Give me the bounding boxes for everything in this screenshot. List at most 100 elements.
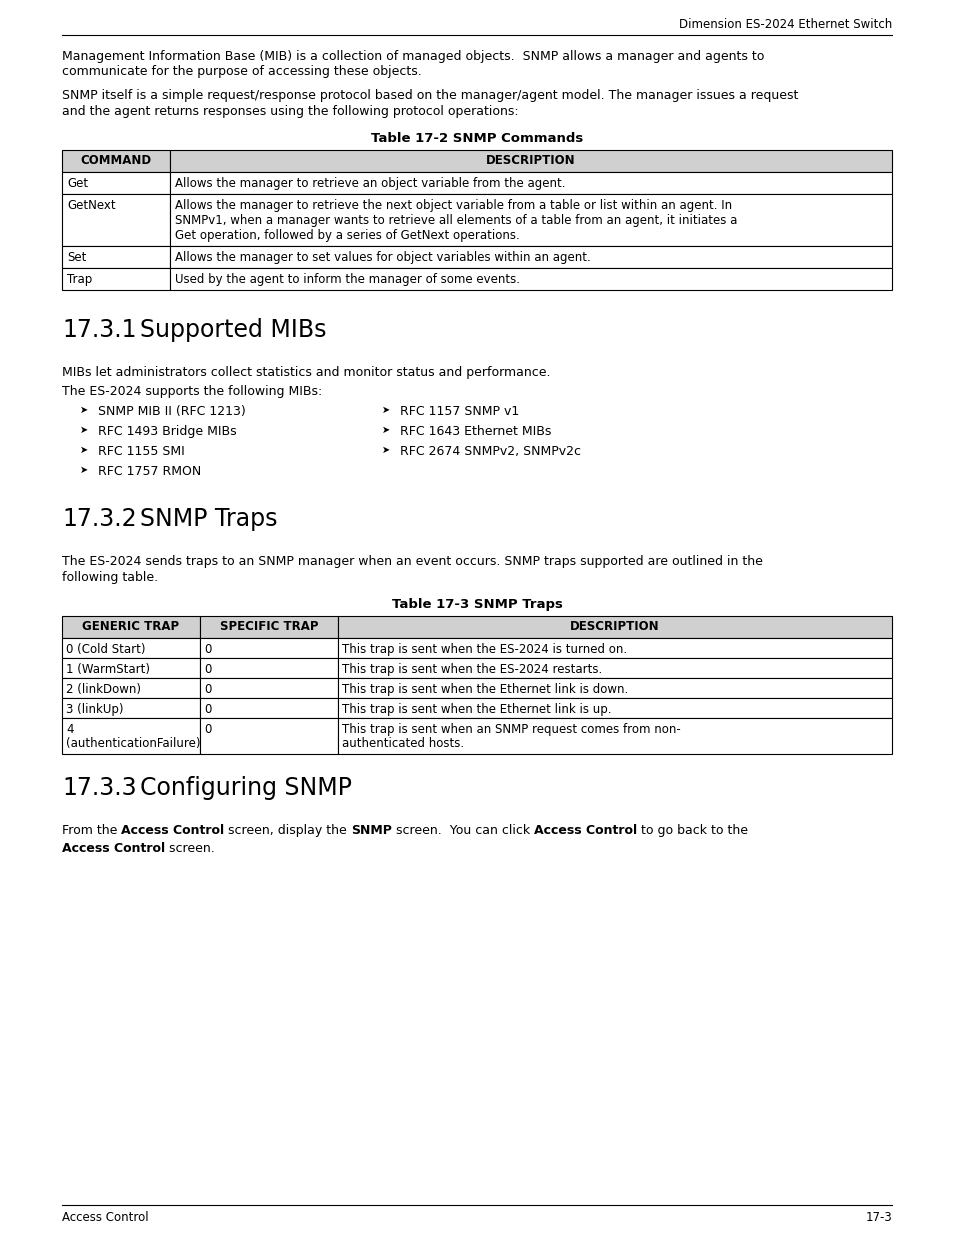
Bar — [62, 616, 200, 638]
Text: SPECIFIC TRAP: SPECIFIC TRAP — [219, 620, 318, 634]
Text: RFC 1157 SNMP v1: RFC 1157 SNMP v1 — [399, 405, 518, 417]
Text: Dimension ES-2024 Ethernet Switch: Dimension ES-2024 Ethernet Switch — [678, 19, 891, 31]
Text: 0 (Cold Start): 0 (Cold Start) — [66, 643, 146, 656]
Text: Access Control: Access Control — [62, 841, 165, 855]
Text: to go back to the: to go back to the — [637, 824, 747, 837]
Bar — [170, 246, 891, 268]
Bar — [200, 616, 337, 638]
Text: 0: 0 — [204, 683, 212, 697]
Bar — [337, 678, 891, 698]
Text: From the: From the — [62, 824, 121, 837]
Text: The ES-2024 supports the following MIBs:: The ES-2024 supports the following MIBs: — [62, 385, 322, 399]
Text: RFC 1155 SMI: RFC 1155 SMI — [98, 445, 185, 458]
Text: This trap is sent when the ES-2024 restarts.: This trap is sent when the ES-2024 resta… — [341, 663, 601, 676]
Text: ➤: ➤ — [381, 445, 390, 454]
Bar — [170, 172, 891, 194]
Text: Supported MIBs: Supported MIBs — [140, 317, 326, 342]
Text: SNMPv1, when a manager wants to retrieve all elements of a table from an agent, : SNMPv1, when a manager wants to retrieve… — [174, 214, 737, 227]
Bar — [337, 616, 891, 638]
Text: 1 (WarmStart): 1 (WarmStart) — [66, 663, 150, 676]
Text: Table 17-3 SNMP Traps: Table 17-3 SNMP Traps — [391, 598, 562, 611]
Text: ➤: ➤ — [381, 405, 390, 415]
Bar — [62, 246, 170, 268]
Bar — [200, 658, 337, 678]
Text: This trap is sent when an SNMP request comes from non-: This trap is sent when an SNMP request c… — [341, 722, 680, 736]
Text: 0: 0 — [204, 643, 212, 656]
Bar — [170, 149, 891, 172]
Bar — [170, 268, 891, 290]
Text: This trap is sent when the ES-2024 is turned on.: This trap is sent when the ES-2024 is tu… — [341, 643, 626, 656]
Bar — [337, 638, 891, 658]
Text: Set: Set — [67, 251, 87, 264]
Text: communicate for the purpose of accessing these objects.: communicate for the purpose of accessing… — [62, 65, 421, 79]
Bar — [62, 718, 200, 755]
Text: 17.3.1: 17.3.1 — [62, 317, 136, 342]
Text: 0: 0 — [204, 703, 212, 716]
Text: Table 17-2 SNMP Commands: Table 17-2 SNMP Commands — [371, 132, 582, 144]
Text: RFC 1493 Bridge MIBs: RFC 1493 Bridge MIBs — [98, 425, 236, 438]
Bar — [62, 678, 200, 698]
Text: SNMP MIB II (RFC 1213): SNMP MIB II (RFC 1213) — [98, 405, 246, 417]
Bar — [200, 678, 337, 698]
Text: DESCRIPTION: DESCRIPTION — [570, 620, 659, 634]
Text: Access Control: Access Control — [121, 824, 224, 837]
Text: Configuring SNMP: Configuring SNMP — [140, 776, 352, 800]
Text: ➤: ➤ — [80, 425, 88, 435]
Text: GetNext: GetNext — [67, 199, 115, 212]
Text: DESCRIPTION: DESCRIPTION — [486, 154, 576, 168]
Bar — [200, 698, 337, 718]
Text: This trap is sent when the Ethernet link is up.: This trap is sent when the Ethernet link… — [341, 703, 611, 716]
Bar — [62, 698, 200, 718]
Bar — [62, 658, 200, 678]
Bar — [337, 718, 891, 755]
Text: and the agent returns responses using the following protocol operations:: and the agent returns responses using th… — [62, 105, 518, 117]
Text: Get operation, followed by a series of GetNext operations.: Get operation, followed by a series of G… — [174, 228, 519, 242]
Text: ➤: ➤ — [80, 405, 88, 415]
Bar — [62, 638, 200, 658]
Text: SNMP: SNMP — [351, 824, 392, 837]
Text: 17-3: 17-3 — [864, 1212, 891, 1224]
Text: RFC 1643 Ethernet MIBs: RFC 1643 Ethernet MIBs — [399, 425, 551, 438]
Text: ➤: ➤ — [80, 445, 88, 454]
Text: 0: 0 — [204, 722, 212, 736]
Text: MIBs let administrators collect statistics and monitor status and performance.: MIBs let administrators collect statisti… — [62, 366, 550, 379]
Bar — [62, 149, 170, 172]
Text: 17.3.3: 17.3.3 — [62, 776, 136, 800]
Text: RFC 1757 RMON: RFC 1757 RMON — [98, 466, 201, 478]
Text: Allows the manager to retrieve an object variable from the agent.: Allows the manager to retrieve an object… — [174, 177, 565, 190]
Text: 0: 0 — [204, 663, 212, 676]
Text: Access Control: Access Control — [62, 1212, 149, 1224]
Bar — [337, 698, 891, 718]
Text: 2 (linkDown): 2 (linkDown) — [66, 683, 141, 697]
Text: 17.3.2: 17.3.2 — [62, 508, 136, 531]
Bar — [62, 268, 170, 290]
Text: SNMP itself is a simple request/response protocol based on the manager/agent mod: SNMP itself is a simple request/response… — [62, 89, 798, 103]
Text: 4: 4 — [66, 722, 73, 736]
Text: (authenticationFailure): (authenticationFailure) — [66, 737, 200, 750]
Bar — [200, 638, 337, 658]
Text: Management Information Base (MIB) is a collection of managed objects.  SNMP allo: Management Information Base (MIB) is a c… — [62, 49, 763, 63]
Text: SNMP Traps: SNMP Traps — [140, 508, 277, 531]
Text: screen, display the: screen, display the — [224, 824, 351, 837]
Text: Used by the agent to inform the manager of some events.: Used by the agent to inform the manager … — [174, 273, 519, 287]
Text: following table.: following table. — [62, 571, 158, 583]
Bar — [62, 194, 170, 246]
Text: ➤: ➤ — [80, 466, 88, 475]
Text: screen.: screen. — [165, 841, 214, 855]
Text: The ES-2024 sends traps to an SNMP manager when an event occurs. SNMP traps supp: The ES-2024 sends traps to an SNMP manag… — [62, 555, 762, 568]
Bar — [337, 658, 891, 678]
Text: Trap: Trap — [67, 273, 92, 287]
Text: Allows the manager to retrieve the next object variable from a table or list wit: Allows the manager to retrieve the next … — [174, 199, 731, 212]
Text: Access Control: Access Control — [534, 824, 637, 837]
Text: COMMAND: COMMAND — [80, 154, 152, 168]
Text: RFC 2674 SNMPv2, SNMPv2c: RFC 2674 SNMPv2, SNMPv2c — [399, 445, 580, 458]
Text: This trap is sent when the Ethernet link is down.: This trap is sent when the Ethernet link… — [341, 683, 628, 697]
Bar — [62, 172, 170, 194]
Text: ➤: ➤ — [381, 425, 390, 435]
Text: GENERIC TRAP: GENERIC TRAP — [82, 620, 179, 634]
Text: 3 (linkUp): 3 (linkUp) — [66, 703, 123, 716]
Bar — [170, 194, 891, 246]
Text: authenticated hosts.: authenticated hosts. — [341, 737, 464, 750]
Bar — [200, 718, 337, 755]
Text: Get: Get — [67, 177, 88, 190]
